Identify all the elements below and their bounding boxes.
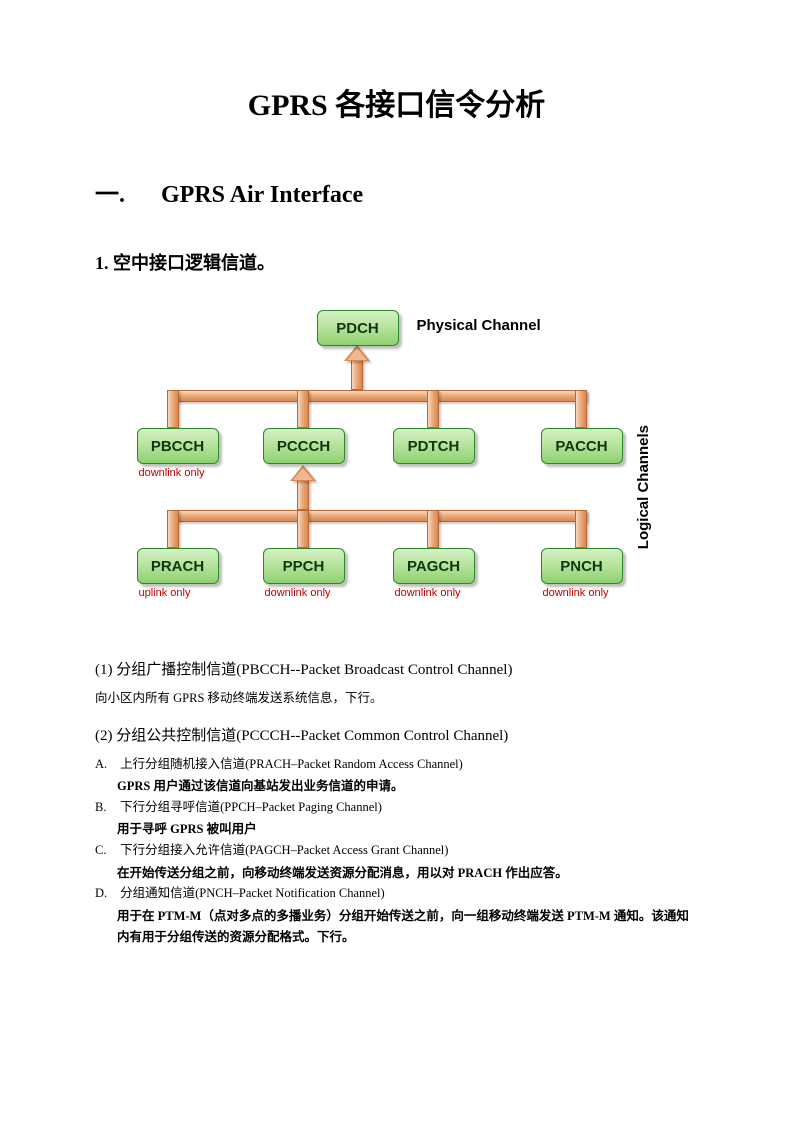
node-pdch: PDCH (317, 310, 399, 346)
node-pccch: PCCCH (263, 428, 345, 464)
list-text: 分组通知信道(PNCH–Packet Notification Channel) (120, 883, 680, 904)
subsection-heading: 1. 空中接口逻辑信道。 (95, 249, 698, 275)
connector (167, 510, 587, 522)
paragraph-pbcch-desc: 向小区内所有 GPRS 移动终端发送系统信息，下行。 (95, 688, 698, 708)
connector (575, 390, 587, 428)
list-text: 下行分组接入允许信道(PAGCH–Packet Access Grant Cha… (120, 840, 680, 861)
channel-hierarchy-diagram: PDCH Physical Channel PBCCH downlink onl… (137, 305, 657, 645)
arrow-icon (290, 465, 316, 481)
list-label: C. (95, 840, 117, 861)
node-pdtch: PDTCH (393, 428, 475, 464)
list-item: C. 下行分组接入允许信道(PAGCH–Packet Access Grant … (95, 840, 698, 861)
channel-list: A. 上行分组随机接入信道(PRACH–Packet Random Access… (95, 754, 698, 948)
note-downlink: downlink only (543, 587, 609, 599)
paragraph-pccch: (2) 分组公共控制信道(PCCCH--Packet Common Contro… (95, 726, 698, 748)
note-downlink: downlink only (395, 587, 461, 599)
list-label: B. (95, 797, 117, 818)
section-number: 一. (95, 182, 125, 208)
section-text: GPRS Air Interface (161, 182, 363, 208)
physical-channel-label: Physical Channel (417, 317, 541, 334)
paragraph-pbcch: (1) 分组广播控制信道(PBCCH--Packet Broadcast Con… (95, 660, 698, 682)
list-sub: 用于在 PTM-M（点对多点的多播业务）分组开始传送之前，向一组移动终端发送 P… (95, 906, 698, 947)
connector (427, 510, 439, 548)
node-pagch: PAGCH (393, 548, 475, 584)
connector (351, 360, 363, 390)
connector (167, 390, 179, 428)
node-pnch: PNCH (541, 548, 623, 584)
list-sub: GPRS 用户通过该信道向基站发出业务信道的申请。 (95, 776, 698, 797)
list-item: D. 分组通知信道(PNCH–Packet Notification Chann… (95, 883, 698, 904)
list-label: D. (95, 883, 117, 904)
connector (427, 390, 439, 428)
list-text: 下行分组寻呼信道(PPCH–Packet Paging Channel) (120, 797, 680, 818)
list-item: B. 下行分组寻呼信道(PPCH–Packet Paging Channel) (95, 797, 698, 818)
connector (167, 390, 587, 402)
list-sub: 在开始传送分组之前，向移动终端发送资源分配消息，用以对 PRACH 作出应答。 (95, 863, 698, 884)
section-heading-1: 一. GPRS Air Interface (95, 174, 698, 209)
note-downlink: downlink only (265, 587, 331, 599)
node-pacch: PACCH (541, 428, 623, 464)
connector (297, 480, 309, 510)
node-prach: PRACH (137, 548, 219, 584)
logical-channels-label: Logical Channels (635, 425, 652, 549)
note-uplink: uplink only (139, 587, 191, 599)
connector (297, 390, 309, 428)
node-pbcch: PBCCH (137, 428, 219, 464)
list-label: A. (95, 754, 117, 775)
arrow-icon (344, 345, 370, 361)
list-sub: 用于寻呼 GPRS 被叫用户 (95, 819, 698, 840)
connector (167, 510, 179, 548)
note-downlink: downlink only (139, 467, 205, 479)
page-title: GPRS 各接口信令分析 (95, 80, 698, 124)
connector (575, 510, 587, 548)
connector (297, 510, 309, 548)
list-text: 上行分组随机接入信道(PRACH–Packet Random Access Ch… (120, 754, 680, 775)
node-ppch: PPCH (263, 548, 345, 584)
list-item: A. 上行分组随机接入信道(PRACH–Packet Random Access… (95, 754, 698, 775)
